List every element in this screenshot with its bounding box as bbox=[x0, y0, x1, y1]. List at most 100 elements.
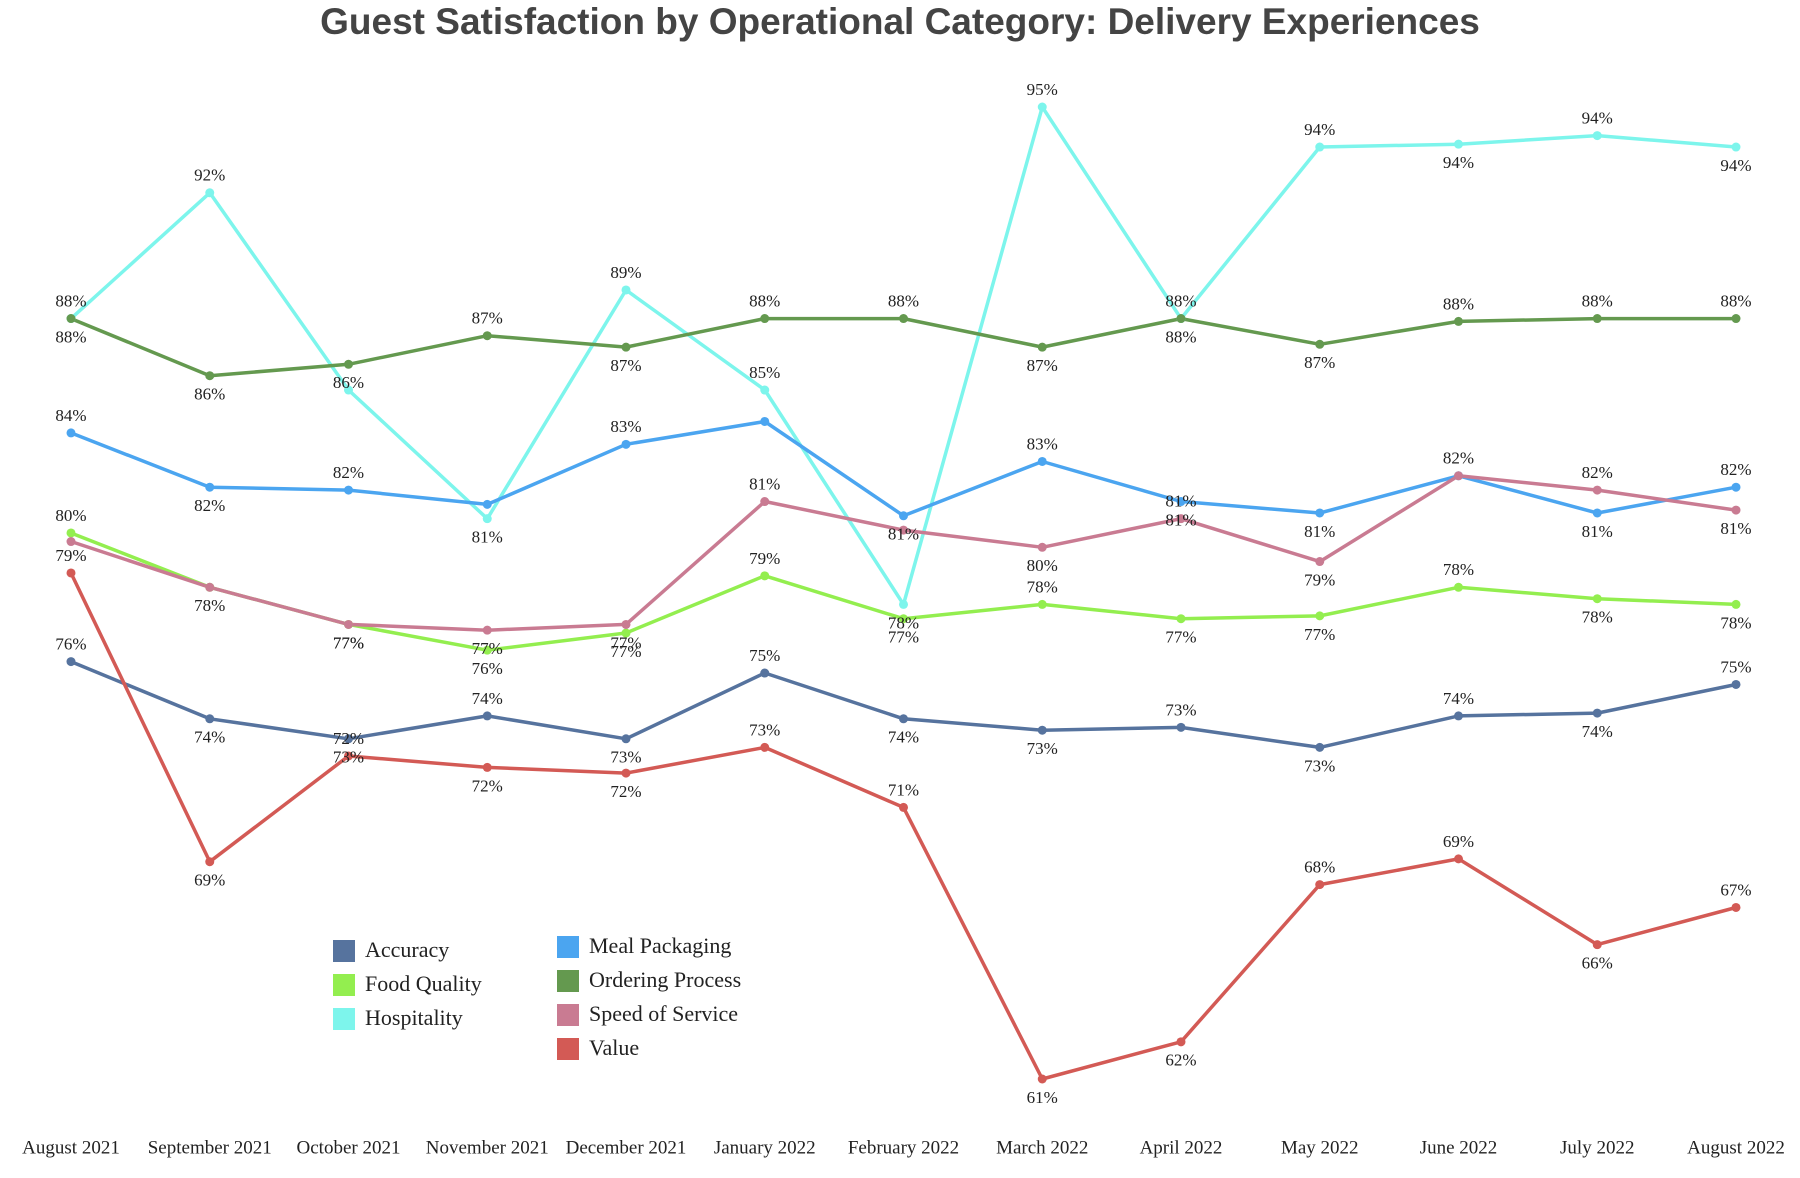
data-label: 84% bbox=[55, 406, 86, 425]
data-label: 78% bbox=[194, 596, 225, 615]
point bbox=[1037, 1074, 1047, 1084]
point bbox=[205, 482, 215, 492]
x-tick-label: August 2021 bbox=[22, 1137, 120, 1158]
legend-swatch bbox=[333, 1008, 355, 1030]
data-label: 75% bbox=[749, 646, 780, 665]
point bbox=[1315, 742, 1325, 752]
data-label: 79% bbox=[55, 546, 86, 565]
data-label: 74% bbox=[1443, 689, 1474, 708]
data-label: 73% bbox=[333, 748, 364, 767]
data-label: 78% bbox=[1443, 560, 1474, 579]
x-tick-label: November 2021 bbox=[426, 1137, 549, 1158]
data-label: 73% bbox=[749, 720, 780, 739]
data-label: 77% bbox=[888, 628, 919, 647]
point bbox=[1176, 614, 1186, 624]
data-label: 88% bbox=[1165, 327, 1196, 346]
point bbox=[66, 568, 76, 578]
point bbox=[1176, 514, 1186, 524]
data-label: 80% bbox=[55, 506, 86, 525]
point bbox=[1454, 582, 1463, 592]
data-label: 61% bbox=[1027, 1088, 1058, 1107]
data-label: 77% bbox=[472, 639, 503, 658]
data-label: 77% bbox=[1165, 628, 1196, 647]
data-label: 74% bbox=[888, 728, 919, 747]
data-label: 83% bbox=[610, 417, 641, 436]
point bbox=[482, 645, 492, 655]
data-label: 68% bbox=[1304, 858, 1335, 877]
data-label: 88% bbox=[888, 291, 919, 310]
point bbox=[1176, 722, 1186, 732]
point bbox=[760, 571, 770, 581]
point bbox=[344, 619, 353, 629]
point bbox=[1731, 599, 1741, 609]
point bbox=[760, 385, 770, 395]
legend-label: Value bbox=[589, 1035, 639, 1060]
data-label: 87% bbox=[610, 356, 641, 375]
data-label: 77% bbox=[333, 633, 364, 652]
data-label: 78% bbox=[1027, 577, 1058, 596]
series-line bbox=[70, 316, 1736, 378]
lines bbox=[66, 102, 1741, 1084]
x-tick-label: January 2022 bbox=[714, 1137, 816, 1158]
point bbox=[205, 371, 215, 381]
point bbox=[1454, 139, 1463, 149]
data-label: 76% bbox=[55, 635, 86, 654]
point bbox=[899, 599, 908, 609]
legend-swatch bbox=[557, 1038, 579, 1060]
point bbox=[1454, 471, 1463, 481]
point bbox=[1731, 505, 1741, 515]
chart-title: Guest Satisfaction by Operational Catego… bbox=[320, 1, 1480, 42]
point bbox=[344, 734, 353, 744]
data-label: 74% bbox=[472, 689, 503, 708]
data-label: 77% bbox=[610, 633, 641, 652]
point bbox=[1592, 131, 1602, 141]
point bbox=[1037, 599, 1047, 609]
point bbox=[1037, 456, 1047, 466]
x-tick-label: April 2022 bbox=[1140, 1137, 1223, 1158]
point bbox=[1037, 342, 1047, 352]
data-label: 82% bbox=[1720, 460, 1751, 479]
data-label: 94% bbox=[1443, 153, 1474, 172]
data-label: 88% bbox=[1165, 291, 1196, 310]
data-label: 81% bbox=[888, 525, 919, 544]
data-label: 62% bbox=[1165, 1051, 1196, 1070]
data-label: 71% bbox=[888, 780, 919, 799]
data-label: 75% bbox=[1720, 657, 1751, 676]
data-label: 81% bbox=[749, 474, 780, 493]
legend-label: Food Quality bbox=[365, 971, 482, 996]
data-label: 82% bbox=[1582, 463, 1613, 482]
data-label: 85% bbox=[749, 363, 780, 382]
point bbox=[1592, 594, 1602, 604]
point bbox=[1731, 314, 1741, 324]
point bbox=[760, 497, 770, 507]
x-tick-label: September 2021 bbox=[148, 1137, 272, 1158]
data-label: 87% bbox=[1304, 353, 1335, 372]
x-tick-label: December 2021 bbox=[566, 1137, 687, 1158]
legend-swatch bbox=[557, 1004, 579, 1026]
data-label: 82% bbox=[333, 463, 364, 482]
point bbox=[482, 514, 492, 524]
data-label: 81% bbox=[1165, 510, 1196, 529]
point bbox=[1037, 542, 1047, 552]
data-label: 81% bbox=[1720, 519, 1751, 538]
point bbox=[66, 537, 76, 547]
series-line bbox=[69, 572, 1737, 1081]
legend: Accuracy Food Quality Hospitality Meal Pack… bbox=[333, 933, 741, 1060]
data-label: 66% bbox=[1582, 954, 1613, 973]
data-label: 79% bbox=[749, 549, 780, 568]
data-label: 87% bbox=[1027, 356, 1058, 375]
legend-swatch bbox=[557, 936, 579, 958]
point bbox=[899, 511, 908, 521]
point bbox=[899, 802, 908, 812]
data-label: 77% bbox=[333, 633, 364, 652]
point bbox=[899, 614, 908, 624]
data-label: 83% bbox=[1027, 434, 1058, 453]
point bbox=[1315, 142, 1325, 152]
legend-label: Ordering Process bbox=[589, 967, 741, 992]
point bbox=[760, 742, 770, 752]
point bbox=[1592, 314, 1602, 324]
data-label: 80% bbox=[1027, 556, 1058, 575]
data-label: 77% bbox=[1304, 625, 1335, 644]
data-label: 88% bbox=[1582, 291, 1613, 310]
point bbox=[344, 385, 353, 395]
